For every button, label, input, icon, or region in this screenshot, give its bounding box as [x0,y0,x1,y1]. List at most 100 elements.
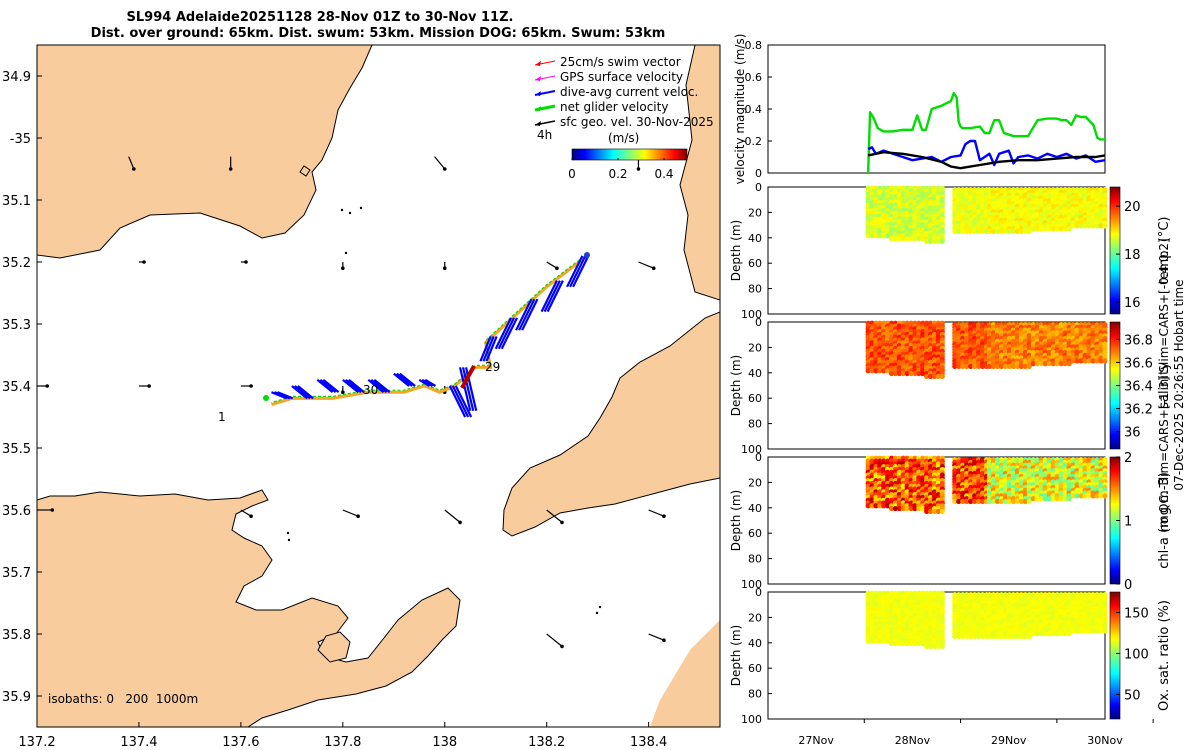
section-sample [1066,361,1072,367]
section-data-chla-0 [865,455,945,514]
section-sample [968,363,974,370]
depth-tick-label-salinity-0: 0 [755,316,762,329]
geo-arrow-head [560,520,564,525]
section-sample [935,373,941,379]
section-sample [881,368,887,374]
section-sample [1086,358,1092,364]
islet-dot-0 [340,208,344,212]
map-xtick-label-3: 137.8 [324,735,361,750]
section-sample [924,508,930,514]
section-sample [1078,223,1084,229]
figure-title-line1: SL994 Adelaide20251128 28-Nov 01Z to 30-… [127,10,514,25]
current-vector [543,280,561,313]
section-data-chla-2 [986,456,1108,505]
colorbar-tick-label-oxy-0: 50 [1124,688,1141,703]
current-vector [316,378,334,394]
legend-arrowhead-2 [535,91,541,96]
glider-end-marker [263,395,269,401]
velocity-y-ticks: 0 0.2 0.4 0.6 0.8 [745,39,772,180]
geo-arrow-shaft [342,509,359,517]
depth-tick-label-oxy-5: 100 [741,713,762,726]
velocity-series-0 [866,91,1105,174]
section-sample [1038,361,1044,367]
section-sample [1074,628,1080,634]
map-xtick-label-5: 138.2 [528,735,565,750]
land-island-b [299,165,311,177]
depth-tick-label-salinity-5: 100 [741,443,762,456]
section-sample [1042,496,1048,502]
section-sample [1098,358,1104,364]
geo-arrow-head [636,167,641,171]
section-sample [935,643,941,649]
section-data-temp-2 [986,186,1108,235]
section-sample [904,505,910,512]
section-sample [1074,493,1080,499]
current-vector [271,391,288,400]
section-sample [1062,361,1068,367]
legend-label-1: GPS surface velocity [560,70,683,84]
geo-arrow-shaft [240,509,252,517]
section-sample [1102,493,1108,499]
section-sample [885,233,891,239]
current-vector [569,255,587,288]
current-vector [458,367,472,412]
section-sample [1030,496,1036,502]
section-sample [990,363,997,370]
section-sample [1030,631,1036,637]
colorbar-label-temp: temp. (°C) [1157,217,1172,285]
velocity-lines [866,91,1106,174]
current-vector [297,385,314,400]
section-sample [952,633,958,640]
depth-tick-label-temp-2: 40 [748,232,762,245]
section-sample [1006,633,1012,640]
legend-label-0: 25cm/s swim vector [560,55,681,69]
section-sample [869,233,875,239]
section-sample [990,498,997,505]
section-data-salinity-2 [986,321,1108,370]
section-sample [1090,628,1096,634]
colorbar-tick-label-temp-2: 20 [1124,200,1141,215]
islet-dot-2 [359,206,363,210]
section-sample [885,368,891,374]
section-sample [972,498,978,505]
glider-track [271,254,589,407]
section-sample [927,643,934,649]
section-sample [939,238,945,244]
section-sample [865,638,871,644]
section-sample [865,503,871,509]
section-sample [873,503,879,509]
section-sample [956,228,962,235]
current-vector [342,378,359,394]
speed-colorbar [571,148,688,161]
geo-arrow-head [356,514,360,518]
section-sample [1062,496,1068,502]
current-vector [518,298,536,331]
section-sample [1070,628,1076,634]
section-sample [1006,498,1012,505]
section-sample [935,508,941,514]
depth-tick-label-chla-1: 20 [748,476,762,489]
section-sample [896,370,902,377]
section-sample [1026,228,1032,235]
section-sample [900,235,906,242]
map-ytick-label-1: -35 [10,132,31,147]
section-sample [888,640,895,647]
section-sample [912,235,918,242]
depth-tick-label-temp-3: 60 [748,257,762,270]
islet-dot-5 [287,538,291,542]
depth-tick-label-temp-0: 0 [755,181,762,194]
current-vector [370,378,388,394]
section-sample [892,370,899,377]
section-sample [873,368,879,374]
section-sample [1102,628,1108,634]
section-sample [924,238,930,244]
section-sample [900,640,906,647]
legend-label-2: dive-avg current veloc. [560,85,698,99]
section-sample [956,498,962,505]
map-xtick-label-2: 137.6 [222,735,259,750]
x-day-label-1: 28Nov [895,734,931,747]
section-sample [1054,496,1060,502]
current-vector [424,378,437,387]
